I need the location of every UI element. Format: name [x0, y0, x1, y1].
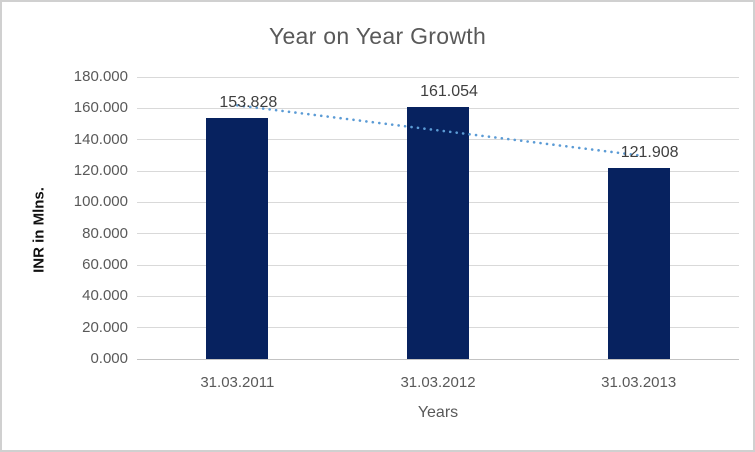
x-tick-label: 31.03.2012 [400, 374, 476, 391]
gridline [137, 76, 739, 78]
bar-31.03.2011[interactable] [206, 118, 269, 359]
y-tick-label: 0.000 [90, 350, 128, 367]
x-axis-title: Years [417, 404, 459, 421]
data-label: 153.828 [219, 94, 278, 111]
y-tick-label: 40.000 [82, 287, 128, 305]
x-tick-label: 31.03.2013 [601, 374, 677, 391]
data-label: 161.054 [420, 82, 478, 100]
x-axis-line [137, 358, 739, 360]
data-label: 121.908 [620, 144, 679, 161]
y-tick-label: 100.000 [73, 193, 128, 211]
y-tick-label: 80.000 [82, 224, 128, 242]
y-tick-label: 120.000 [73, 162, 128, 179]
y-tick-label: 180.000 [73, 68, 128, 85]
y-tick-label: 20.000 [82, 318, 128, 336]
y-tick-label: 140.000 [73, 130, 128, 148]
y-tick-label: 60.000 [82, 256, 128, 273]
y-tick-label: 160.000 [73, 99, 128, 117]
x-tick-label: 31.03.2011 [200, 374, 275, 391]
bar-31.03.2012[interactable] [407, 106, 469, 359]
bar-31.03.2013[interactable] [607, 168, 670, 359]
chart-title: Year on Year Growth [268, 23, 487, 49]
